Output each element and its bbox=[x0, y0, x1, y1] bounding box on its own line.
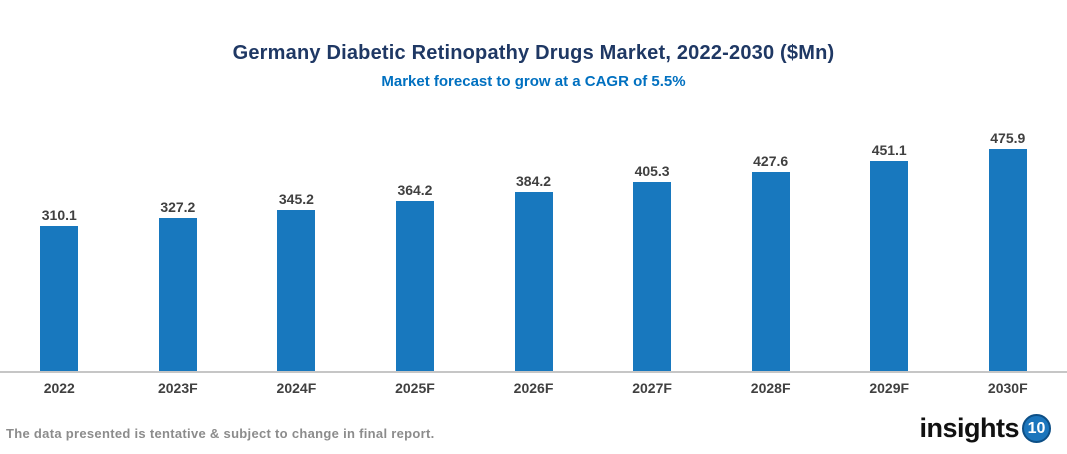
bar-2027F bbox=[633, 182, 672, 371]
bar-group-2026F: 384.2 bbox=[474, 112, 593, 371]
chart-subtitle: Market forecast to grow at a CAGR of 5.5… bbox=[381, 73, 686, 90]
bar-value-label: 310.1 bbox=[41, 207, 77, 223]
x-axis-label-2026F: 2026F bbox=[513, 380, 554, 396]
bar-2023F bbox=[158, 218, 197, 371]
bar-2024F bbox=[277, 210, 316, 371]
x-axis-label-2029F: 2029F bbox=[869, 380, 910, 396]
chart-title: Germany Diabetic Retinopathy Drugs Marke… bbox=[232, 42, 835, 64]
bar-value-label: 384.2 bbox=[516, 173, 552, 189]
logo-text: insights bbox=[919, 413, 1019, 443]
bar-group-2027F: 405.3 bbox=[593, 112, 712, 371]
insights10-logo: insights 10 bbox=[919, 413, 1051, 444]
bar-value-label: 327.2 bbox=[160, 199, 196, 215]
plot-area: 310.1 327.2 345.2 364.2 384.2 405.3 427.6 451.1… bbox=[0, 112, 1067, 373]
bar-value-label: 475.9 bbox=[990, 130, 1026, 146]
bar-chart: 310.1 327.2 345.2 364.2 384.2 405.3 427.6 451.1… bbox=[0, 112, 1067, 396]
bar-value-label: 405.3 bbox=[634, 163, 670, 179]
x-axis-labels: 2022 2023F 2024F 2025F 2026F 2027F 2028F 2029F 2… bbox=[0, 373, 1067, 396]
bar-2028F bbox=[751, 172, 790, 371]
bar-2025F bbox=[395, 201, 434, 371]
x-axis-label-2023F: 2023F bbox=[157, 380, 198, 396]
bar-group-2030F: 475.9 bbox=[949, 112, 1067, 371]
x-axis-label-2025F: 2025F bbox=[395, 380, 435, 396]
bar-value-label: 427.6 bbox=[753, 153, 789, 169]
bar-group-2024F: 345.2 bbox=[237, 112, 356, 371]
x-axis-label-2022: 2022 bbox=[43, 380, 75, 396]
bar-group-2029F: 451.1 bbox=[830, 112, 949, 371]
bar-group-2023F: 327.2 bbox=[119, 112, 238, 371]
x-axis-label-2027F: 2027F bbox=[632, 380, 672, 396]
bar-2026F bbox=[514, 192, 553, 371]
bar-value-label: 364.2 bbox=[397, 182, 433, 198]
logo-badge-10: 10 bbox=[1022, 414, 1051, 443]
chart-header: Germany Diabetic Retinopathy Drugs Marke… bbox=[0, 42, 1067, 90]
x-axis-label-2024F: 2024F bbox=[276, 380, 317, 396]
x-axis-label-2030F: 2030F bbox=[987, 380, 1028, 396]
bar-2030F bbox=[988, 149, 1027, 371]
disclaimer-text: The data presented is tentative & subjec… bbox=[6, 426, 435, 441]
bar-2029F bbox=[870, 161, 909, 371]
bar-value-label: 451.1 bbox=[871, 142, 907, 158]
bar-group-2022: 310.1 bbox=[0, 112, 119, 371]
bar-2022 bbox=[40, 226, 79, 371]
bar-value-label: 345.2 bbox=[278, 191, 314, 207]
x-axis-label-2028F: 2028F bbox=[750, 380, 791, 396]
bar-group-2025F: 364.2 bbox=[356, 112, 475, 371]
bar-group-2028F: 427.6 bbox=[711, 112, 830, 371]
